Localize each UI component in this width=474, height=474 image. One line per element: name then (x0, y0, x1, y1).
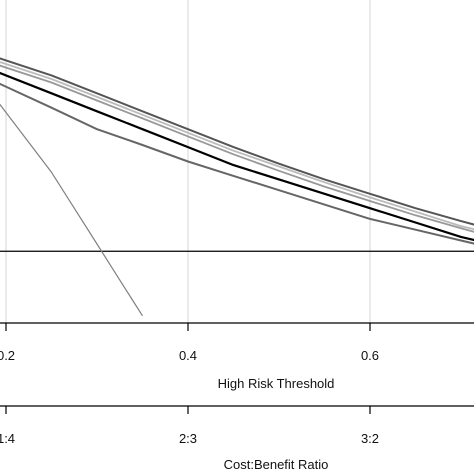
x-axis-title: High Risk Threshold (218, 376, 335, 391)
series-line-3 (0, 82, 474, 245)
series-line-5 (0, 61, 474, 231)
secondary-x-tick-label: 1:4 (0, 431, 15, 446)
series-line-2 (0, 57, 474, 226)
secondary-x-axis: Cost:Benefit Ratio 1:4 2:3 3:2 (0, 405, 474, 472)
x-tick-label: 0.6 (361, 348, 379, 363)
series-line-1 (0, 71, 474, 242)
x-tick-label: 0.2 (0, 348, 15, 363)
secondary-x-axis-title: Cost:Benefit Ratio (224, 457, 329, 472)
series-line-6 (0, 103, 144, 317)
series-line-4 (0, 64, 474, 233)
series-layer (0, 57, 474, 317)
secondary-x-tick-label: 2:3 (179, 431, 197, 446)
x-axis: High Risk Threshold 0.2 0.4 0.6 (0, 322, 474, 391)
x-tick-label: 0.4 (179, 348, 197, 363)
secondary-x-tick-label: 3:2 (361, 431, 379, 446)
